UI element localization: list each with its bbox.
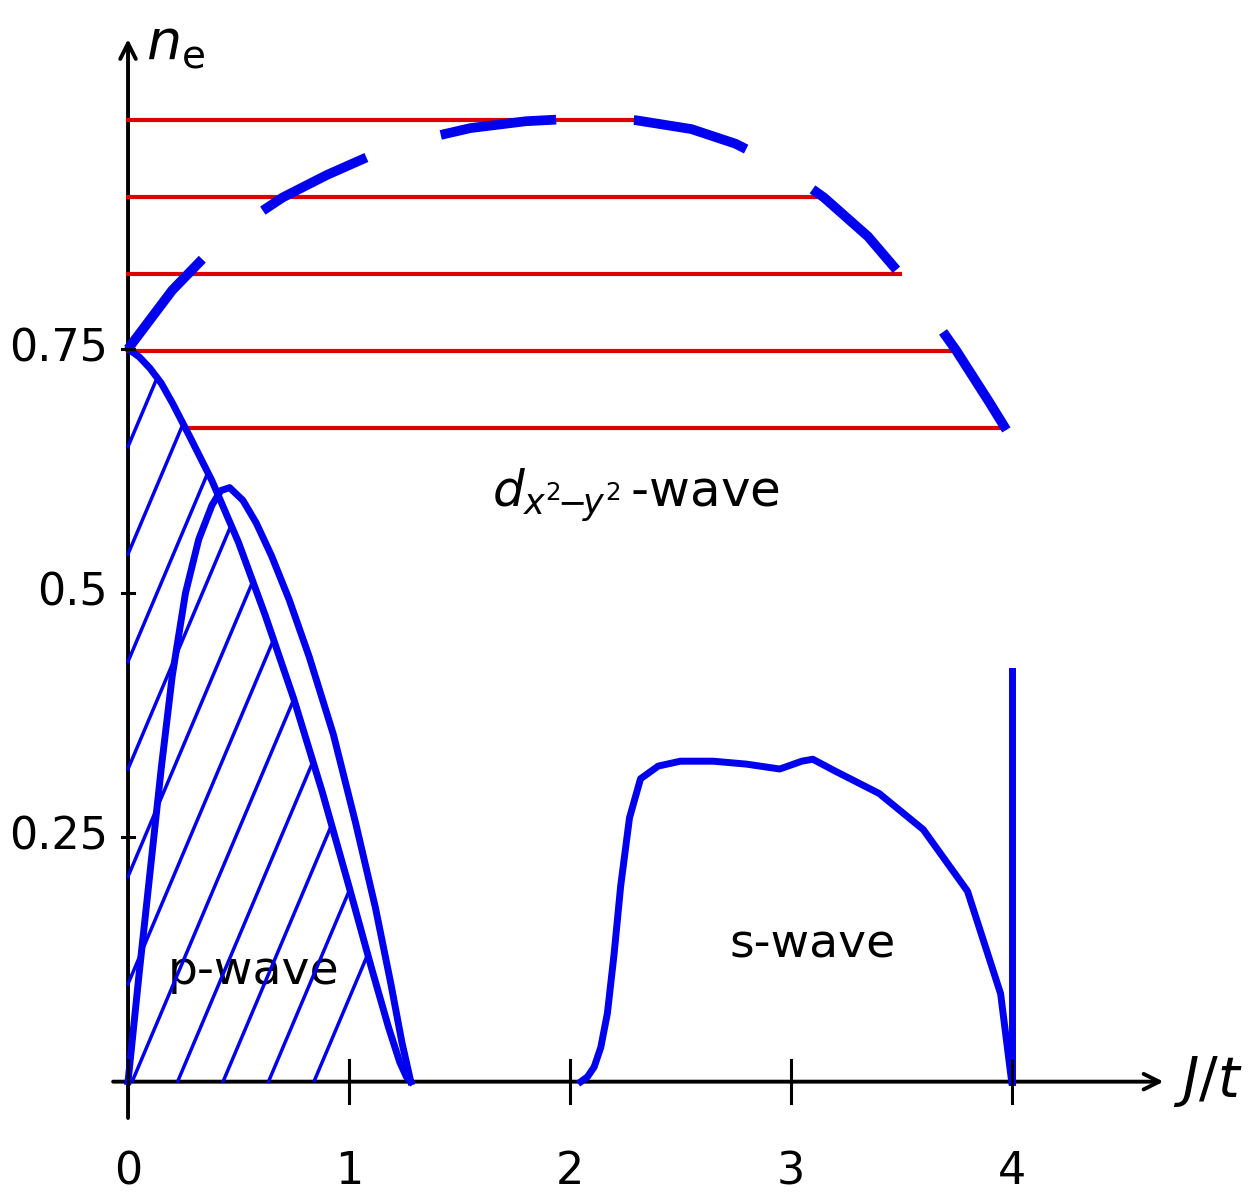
Text: $J/t$: $J/t$: [1172, 1054, 1242, 1109]
Text: 2: 2: [556, 1150, 584, 1193]
Text: $d_{x^2\!\!-\!\!y^2}$ $\!$-wave: $d_{x^2\!\!-\!\!y^2}$ $\!$-wave: [492, 467, 780, 524]
Text: 0: 0: [114, 1150, 142, 1193]
Text: 3: 3: [776, 1150, 805, 1193]
Text: p-wave: p-wave: [168, 949, 340, 994]
Text: 0.5: 0.5: [38, 571, 109, 614]
Text: 0.75: 0.75: [9, 328, 109, 371]
Text: 0.25: 0.25: [9, 816, 109, 859]
Text: 4: 4: [998, 1150, 1026, 1193]
Text: s-wave: s-wave: [730, 923, 896, 967]
Text: 1: 1: [335, 1150, 362, 1193]
Text: $n_{\rm e}$: $n_{\rm e}$: [146, 17, 205, 70]
